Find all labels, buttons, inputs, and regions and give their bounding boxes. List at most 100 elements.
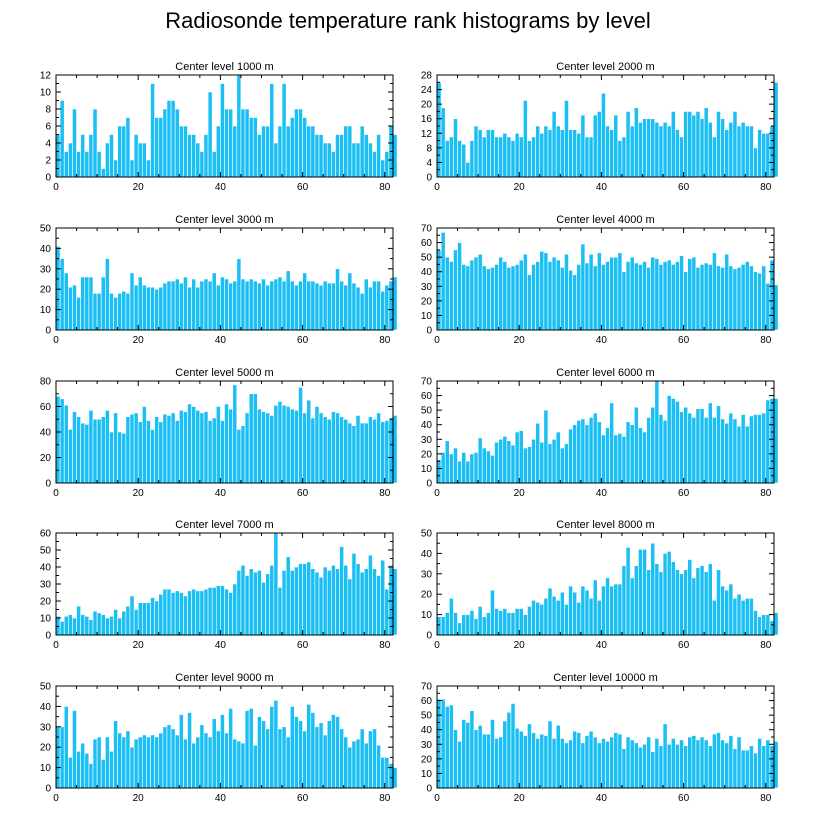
histogram-bar	[629, 125, 635, 178]
histogram-bar	[76, 416, 81, 484]
y-tick-label: 6	[45, 122, 51, 133]
histogram-bar	[638, 427, 643, 484]
histogram-bar	[368, 554, 373, 636]
histogram-bar	[384, 284, 390, 331]
histogram-bar	[617, 252, 623, 331]
histogram-bar	[109, 615, 114, 636]
y-tick-label: 8	[45, 105, 51, 116]
histogram-bar	[228, 108, 234, 178]
histogram-bar	[113, 297, 118, 331]
y-tick-label: 16	[421, 114, 433, 125]
histogram-bar	[765, 399, 771, 484]
histogram-bar	[773, 81, 779, 178]
histogram-bar	[105, 142, 110, 178]
histogram-bar	[510, 444, 516, 484]
y-tick-label: 20	[421, 296, 433, 307]
y-tick-label: 60	[40, 402, 52, 413]
histogram-bar	[215, 730, 221, 789]
histogram-bar	[449, 704, 454, 789]
histogram-bar	[265, 573, 271, 636]
histogram-bar	[129, 272, 135, 331]
x-tick-label: 60	[297, 793, 309, 804]
x-tick-label: 60	[678, 182, 690, 193]
y-tick-label: 40	[40, 428, 52, 439]
x-tick-label: 80	[760, 488, 772, 499]
histogram-bar	[228, 408, 234, 484]
y-tick-label: 60	[421, 696, 433, 707]
histogram-bar	[732, 418, 738, 484]
panel-title: Center level 1000 m	[175, 61, 273, 73]
histogram-bar	[753, 414, 758, 484]
histogram-bar	[580, 742, 586, 789]
histogram-bar	[527, 723, 532, 789]
histogram-bar	[306, 125, 312, 178]
histogram-bar	[601, 585, 606, 636]
histogram-bar	[215, 585, 221, 636]
histogram-bar	[195, 590, 201, 636]
histogram-bar	[564, 253, 569, 331]
histogram-bar	[224, 588, 229, 636]
histogram-bar	[658, 571, 664, 636]
histogram-bar	[232, 280, 238, 331]
histogram-bar	[440, 616, 446, 636]
histogram-bar	[490, 129, 495, 178]
histogram-bar	[555, 725, 561, 789]
histogram-bar	[113, 609, 118, 636]
histogram-bar	[695, 111, 701, 178]
histogram-bar	[568, 428, 573, 484]
histogram-bar	[670, 398, 676, 484]
y-tick-label: 50	[40, 682, 52, 693]
x-tick-label: 40	[596, 488, 608, 499]
histogram-bar	[347, 746, 353, 789]
histogram-bar	[580, 243, 586, 331]
histogram-bar	[129, 159, 135, 178]
histogram-bar	[228, 708, 234, 789]
histogram-bar	[465, 265, 471, 331]
histogram-bar	[744, 597, 750, 636]
x-tick-label: 20	[133, 640, 145, 651]
histogram-bar	[195, 736, 201, 789]
histogram-bar	[625, 421, 631, 484]
histogram-bar	[584, 589, 590, 636]
histogram-bar	[84, 753, 90, 789]
histogram-bar	[368, 286, 373, 331]
histogram-bar	[559, 267, 565, 331]
histogram-bar	[220, 585, 225, 636]
histogram-bar	[392, 134, 398, 178]
histogram-bar	[96, 292, 102, 331]
histogram-bar	[137, 602, 143, 636]
histogram-bar	[68, 429, 73, 484]
histogram-bar	[142, 284, 147, 331]
histogram-panel-5: Center level 5000 m 0 20 40 60 80 0 20 40 60 80	[40, 367, 398, 499]
histogram-bar	[707, 402, 713, 484]
histogram-bar	[691, 735, 697, 789]
histogram-bar	[88, 619, 94, 636]
histogram-panel-6: Center level 6000 m 0 20 40 60 80 0 10 20 30 40 50 6…	[421, 367, 779, 499]
histogram-bar	[199, 412, 205, 484]
histogram-bar	[633, 565, 639, 636]
x-tick-label: 0	[434, 182, 440, 193]
histogram-bar	[199, 724, 205, 789]
histogram-bar	[658, 745, 664, 789]
histogram-bar	[347, 578, 353, 636]
x-tick-label: 0	[434, 335, 440, 346]
y-tick-label: 10	[40, 88, 52, 99]
y-tick-label: 80	[40, 377, 52, 388]
histogram-bar	[105, 736, 110, 789]
x-tick-label: 60	[678, 793, 690, 804]
histogram-bar	[559, 591, 565, 636]
histogram-bar	[351, 425, 357, 484]
histogram-bar	[146, 286, 151, 331]
histogram-bar	[298, 720, 303, 789]
histogram-bar	[326, 142, 332, 178]
x-tick-label: 80	[379, 488, 391, 499]
histogram-bar	[133, 284, 139, 331]
histogram-panel-2: Center level 2000 m 0 20 40 60 80 0 4 8 12 16 20 24 2…	[421, 61, 779, 193]
histogram-bar	[199, 280, 205, 331]
histogram-bar	[273, 278, 279, 331]
histogram-bar	[753, 610, 758, 636]
histogram-bar	[380, 421, 386, 484]
histogram-bar	[261, 720, 266, 789]
histogram-bar	[359, 422, 365, 484]
histogram-bar	[372, 728, 377, 789]
